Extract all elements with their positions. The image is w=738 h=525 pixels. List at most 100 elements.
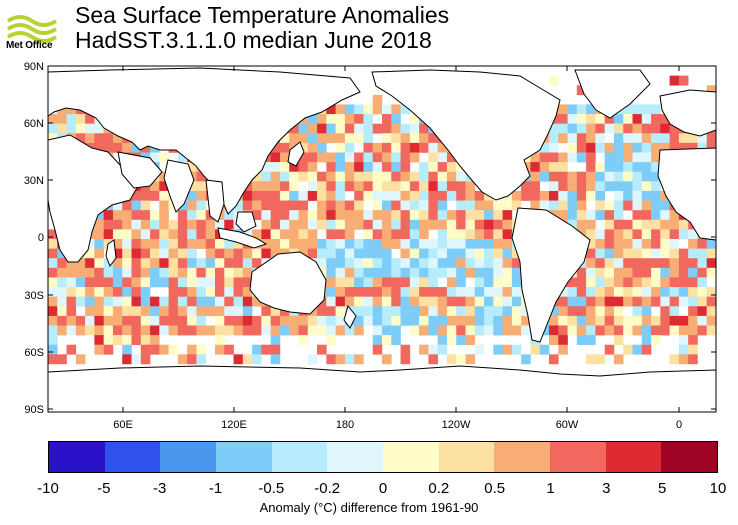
land-new-zealand [343, 304, 357, 329]
anomaly-cell [279, 200, 290, 211]
anomaly-cell [354, 123, 364, 134]
anomaly-cell [688, 248, 698, 259]
anomaly-cell [372, 219, 383, 230]
anomaly-cell [335, 200, 346, 211]
anomaly-cell [48, 258, 58, 269]
anomaly-cell [400, 200, 411, 211]
anomaly-cell [150, 219, 160, 230]
color-scale-label: 1 [546, 480, 555, 497]
lat-label: 0 [38, 232, 44, 244]
anomaly-cell [697, 306, 708, 317]
anomaly-cell [261, 181, 271, 192]
anomaly-cell [270, 162, 281, 173]
anomaly-cell [567, 190, 578, 201]
anomaly-cell [632, 162, 643, 173]
anomaly-cell [511, 267, 522, 278]
anomaly-cell [446, 335, 457, 346]
anomaly-cell [669, 133, 680, 144]
anomaly-cell [446, 296, 457, 307]
anomaly-cell [344, 152, 355, 163]
anomaly-cell [382, 114, 392, 124]
anomaly-cell [363, 296, 374, 307]
anomaly-cell [474, 229, 485, 240]
color-scale-segment [383, 442, 439, 472]
latitude-labels: 90N 60N 30N 0 30S 60S 90S [24, 61, 44, 416]
anomaly-cell [586, 114, 596, 124]
anomaly-cell [511, 344, 522, 355]
anomaly-cell [224, 248, 234, 259]
anomaly-cell [456, 200, 466, 211]
color-scale-label: 10 [709, 480, 727, 497]
anomaly-cell [484, 200, 494, 211]
anomaly-cell [493, 248, 503, 259]
anomaly-cell [150, 258, 160, 269]
anomaly-cell [122, 142, 132, 153]
anomaly-cell [409, 133, 420, 144]
anomaly-cell [85, 239, 95, 249]
anomaly-cell [159, 210, 169, 221]
anomaly-cell [409, 267, 420, 278]
anomaly-cell [177, 315, 188, 326]
anomaly-cell [613, 219, 624, 230]
anomaly-cell [428, 296, 438, 307]
anomaly-cell [641, 267, 652, 278]
anomaly-cell [586, 325, 596, 336]
anomaly-cell [669, 219, 680, 230]
anomaly-cell [94, 219, 104, 230]
anomaly-cell [354, 210, 364, 221]
anomaly-cell [706, 306, 717, 317]
anomaly-cell [159, 344, 169, 355]
anomaly-cell [94, 344, 104, 355]
anomaly-cell [122, 229, 132, 240]
anomaly-cell [335, 267, 346, 278]
anomaly-cell [168, 325, 179, 336]
anomaly-cell [252, 190, 262, 201]
anomaly-cell [382, 104, 392, 115]
anomaly-cell [372, 306, 383, 317]
anomaly-cell [549, 75, 559, 86]
anomaly-cell [187, 277, 197, 288]
anomaly-cell [94, 277, 104, 288]
anomaly-cell [177, 325, 188, 336]
anomaly-cell [326, 171, 336, 182]
anomaly-cell [372, 123, 383, 134]
anomaly-cell [372, 248, 383, 259]
anomaly-cell [242, 248, 253, 259]
anomaly-cell [335, 210, 346, 221]
anomaly-cell [326, 152, 336, 163]
anomaly-cell [317, 181, 327, 192]
anomaly-cell [465, 200, 476, 211]
anomaly-cell [177, 248, 188, 259]
anomaly-cell [651, 181, 661, 192]
anomaly-cell [613, 335, 624, 346]
anomaly-cell [187, 210, 197, 221]
anomaly-cell [613, 181, 624, 192]
anomaly-cell [428, 219, 438, 230]
anomaly-cell [363, 190, 374, 201]
anomaly-cell [502, 200, 513, 211]
anomaly-cell [511, 200, 522, 211]
anomaly-cell [122, 315, 132, 326]
anomaly-cell [140, 325, 151, 336]
anomaly-cell [595, 239, 605, 249]
anomaly-cell [131, 248, 142, 259]
anomaly-cell [632, 296, 643, 307]
anomaly-cell [112, 229, 123, 240]
anomaly-cell [660, 219, 670, 230]
anomaly-cell [215, 248, 225, 259]
anomaly-cell [502, 267, 513, 278]
anomaly-cell [391, 335, 401, 346]
anomaly-cell [688, 306, 698, 317]
anomaly-cell [140, 335, 151, 346]
anomaly-cell [623, 123, 633, 134]
anomaly-cell [651, 277, 661, 288]
anomaly-cell [604, 267, 615, 278]
anomaly-cell [567, 210, 578, 221]
anomaly-cell [177, 287, 188, 297]
anomaly-cell [159, 229, 169, 240]
anomaly-cell [586, 181, 596, 192]
anomaly-cell [317, 123, 327, 134]
anomaly-cell [66, 344, 77, 355]
anomaly-cell [307, 190, 318, 201]
